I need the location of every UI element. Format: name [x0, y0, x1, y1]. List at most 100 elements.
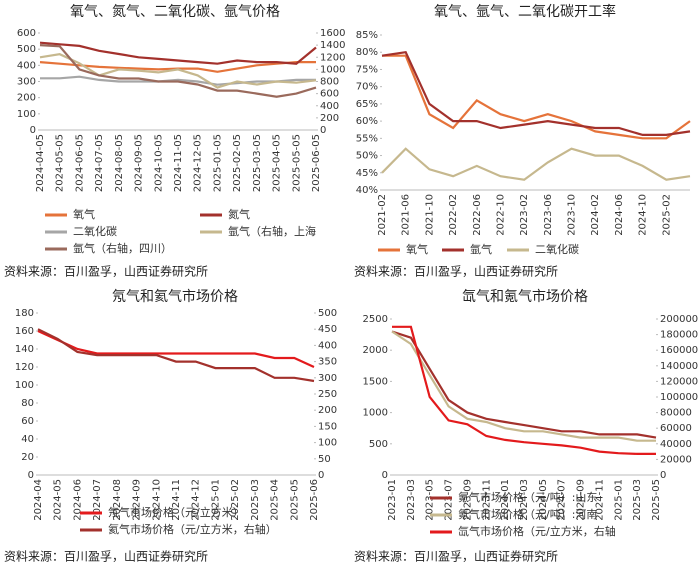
x-tick-label: 2025-02: [230, 479, 241, 521]
x-tick-label: 2024-05: [538, 479, 549, 521]
x-tick-label: 2024-08-05: [114, 134, 125, 192]
x-tick-label: 2025-06-05: [311, 134, 322, 192]
source-note: 资料来源：百川盈孚，山西证券研究所: [4, 264, 208, 279]
y2-tick-label: 0: [318, 470, 324, 481]
x-tick-label: 2024-05-05: [55, 134, 66, 192]
x-tick-label: 2024-08: [112, 479, 123, 521]
x-tick-label: 2024-04: [33, 479, 44, 521]
y2-tick-label: 100000: [660, 392, 698, 403]
x-tick-label: 2023-11: [481, 479, 492, 521]
x-tick-label: 2024-03: [519, 479, 530, 521]
x-tick-label: 2023-07: [444, 479, 455, 521]
y2-tick-label: 20000: [660, 454, 692, 465]
y2-tick-label: 140000: [660, 361, 698, 372]
x-tick-label: 2024-10-05: [153, 134, 164, 192]
series-line: [391, 330, 656, 442]
y-tick-label: 600: [17, 28, 36, 39]
x-tick-label: 2023-06: [543, 194, 554, 236]
y-tick-label: 80%: [356, 47, 378, 58]
x-tick-label: 2025-05: [289, 479, 300, 521]
x-tick-label: 2024-09: [576, 479, 587, 521]
x-tick-label: 2021-02: [377, 194, 388, 236]
series-line: [381, 147, 691, 181]
legend-label: 氮气: [228, 207, 250, 221]
x-tick-label: 2024-05: [53, 479, 64, 521]
y-tick-label: 180: [15, 308, 34, 319]
x-tick-label: 2025-04-05: [272, 134, 283, 192]
legend-label: 氩气: [470, 242, 492, 256]
x-tick-label: 2024-02: [590, 194, 601, 236]
y-tick-label: 45%: [356, 168, 378, 179]
y-tick-label: 120: [15, 362, 34, 373]
x-tick-label: 2024-06-05: [74, 134, 85, 192]
y-tick-label: 2000: [363, 345, 388, 356]
y2-tick-label: 350: [318, 357, 337, 368]
legend-label: 氖气市场价格（元/立方米）: [108, 505, 244, 519]
y2-tick-label: 60000: [660, 423, 692, 434]
y-tick-label: 140: [15, 344, 34, 355]
x-tick-label: 2025-05-05: [291, 134, 302, 192]
y-tick-label: 500: [17, 44, 36, 55]
x-tick-label: 2021-10: [424, 194, 435, 236]
y-tick-label: 300: [17, 77, 36, 88]
y2-tick-label: 300: [318, 373, 337, 384]
y2-tick-label: 500: [318, 308, 337, 319]
legend-label: 二氧化碳: [73, 224, 117, 238]
legend-label: 氩气（右轴，四川）: [73, 241, 172, 255]
x-tick-label: 2022-06: [472, 194, 483, 236]
y2-tick-label: 1600: [320, 28, 345, 39]
x-tick-label: 2024-11-05: [173, 134, 184, 192]
x-tick-label: 2025-05: [651, 479, 662, 521]
x-tick-label: 2025-03-05: [252, 134, 263, 192]
x-tick-label: 2023-01: [387, 479, 398, 521]
chart-title: 氖气和氦气市场价格: [112, 288, 238, 305]
y2-tick-label: 200: [320, 113, 339, 124]
x-tick-label: 2023-09: [462, 479, 473, 521]
series-line: [39, 41, 317, 65]
y2-tick-label: 40000: [660, 439, 692, 450]
x-tick-label: 2023-03: [406, 479, 417, 521]
series-line: [37, 328, 315, 383]
y2-tick-label: 600: [320, 89, 339, 100]
x-tick-label: 2025-03: [250, 479, 261, 521]
source-note: 资料来源：百川盈孚，山西证券研究所: [354, 264, 558, 279]
chart-title: 氙气和氪气市场价格: [462, 288, 588, 305]
y-tick-label: 70%: [356, 82, 378, 93]
y-tick-label: 80: [21, 398, 34, 409]
x-tick-label: 2024-07: [92, 479, 103, 521]
x-tick-label: 2023-02: [519, 194, 530, 236]
x-tick-label: 2024-06: [72, 479, 83, 521]
series-line: [381, 50, 691, 136]
y-tick-label: 200: [17, 93, 36, 104]
x-tick-label: 2025-02: [661, 194, 672, 236]
x-tick-label: 2025-03: [632, 479, 643, 521]
series-line: [392, 325, 656, 455]
series-line: [37, 329, 315, 369]
x-tick-label: 2024-12-05: [193, 134, 204, 192]
x-tick-label: 2025-06: [309, 479, 320, 521]
x-tick-label: 2024-10: [638, 194, 649, 236]
y2-tick-label: 400: [318, 340, 337, 351]
x-tick-label: 2023-10: [567, 194, 578, 236]
series-line: [382, 54, 691, 140]
x-tick-label: 2025-01-05: [212, 134, 223, 192]
y-tick-label: 20: [21, 452, 34, 463]
chart-title: 氧气、氩气、二氧化碳开工率: [434, 3, 616, 20]
y-tick-label: 40: [21, 434, 34, 445]
source-note: 资料来源：百川盈孚，山西证券研究所: [4, 549, 208, 564]
y2-tick-label: 0: [320, 125, 326, 136]
y2-tick-label: 100: [318, 438, 337, 449]
y2-tick-label: 120000: [660, 376, 698, 387]
legend-label: 氧气: [406, 242, 428, 256]
y2-tick-label: 160000: [660, 345, 698, 356]
y2-tick-label: 80000: [660, 408, 692, 419]
chart-title: 氧气、氮气、二氧化碳、氩气价格: [70, 4, 280, 20]
y2-tick-label: 800: [320, 77, 339, 88]
y2-tick-label: 200000: [660, 314, 698, 325]
x-tick-label: 2024-10: [151, 479, 162, 521]
